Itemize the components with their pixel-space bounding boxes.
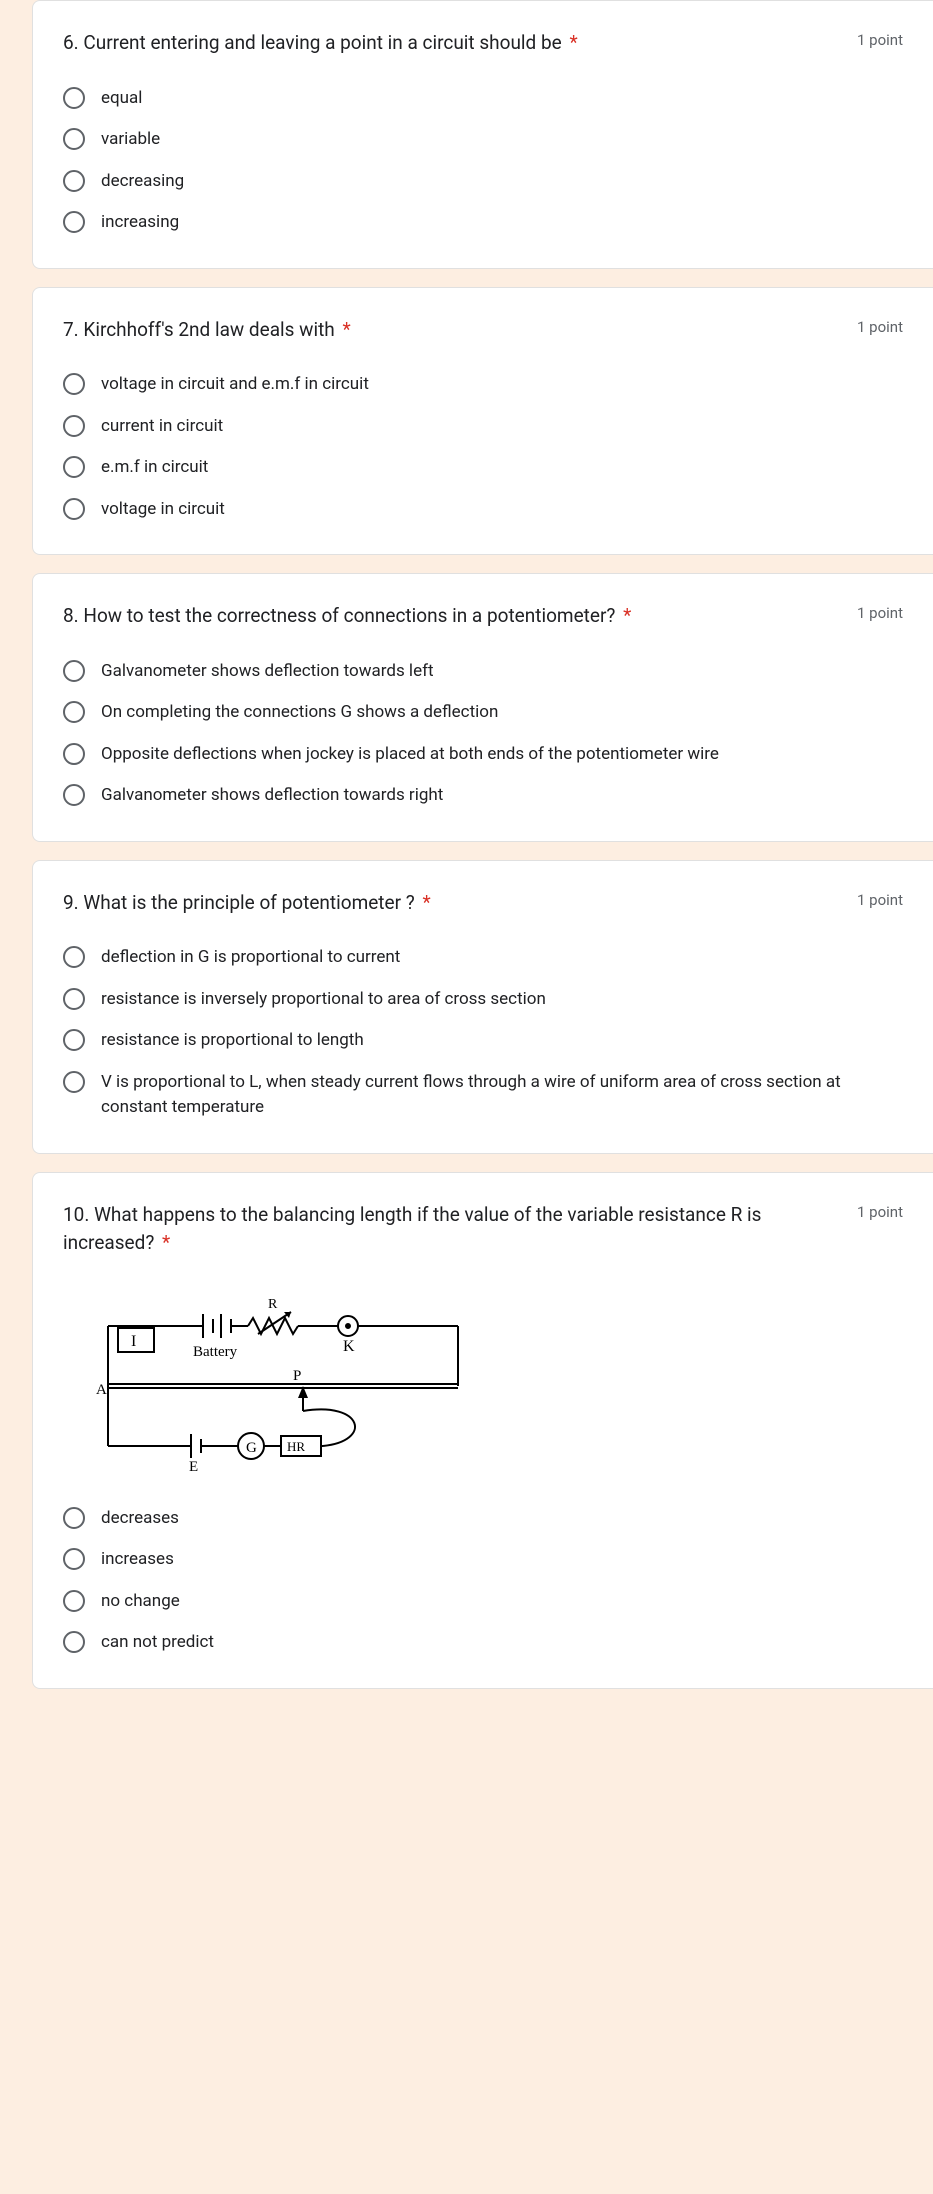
option-row[interactable]: Opposite deflections when jockey is plac… <box>63 742 903 768</box>
question-title: 6. Current entering and leaving a point … <box>63 29 837 58</box>
option-row[interactable]: variable <box>63 127 903 153</box>
option-label: resistance is proportional to length <box>101 1028 364 1054</box>
option-label: increases <box>101 1547 174 1573</box>
points-label: 1 point <box>857 29 903 49</box>
radio-button[interactable] <box>63 660 85 682</box>
option-row[interactable]: voltage in circuit and e.m.f in circuit <box>63 372 903 398</box>
option-row[interactable]: deflection in G is proportional to curre… <box>63 945 903 971</box>
required-mark: * <box>162 1231 170 1254</box>
option-row[interactable]: voltage in circuit <box>63 497 903 523</box>
option-label: voltage in circuit <box>101 497 225 523</box>
radio-button[interactable] <box>63 1071 85 1093</box>
radio-button[interactable] <box>63 170 85 192</box>
question-header: 9. What is the principle of potentiomete… <box>63 889 903 918</box>
option-row[interactable]: V is proportional to L, when steady curr… <box>63 1070 903 1121</box>
question-title: 8. How to test the correctness of connec… <box>63 602 837 631</box>
question-header: 10. What happens to the balancing length… <box>63 1201 903 1258</box>
option-label: e.m.f in circuit <box>101 455 208 481</box>
option-label: no change <box>101 1589 180 1615</box>
option-row[interactable]: e.m.f in circuit <box>63 455 903 481</box>
radio-button[interactable] <box>63 373 85 395</box>
option-row[interactable]: increasing <box>63 210 903 236</box>
radio-button[interactable] <box>63 1548 85 1570</box>
option-label: decreasing <box>101 169 184 195</box>
question-title: 7. Kirchhoff's 2nd law deals with * <box>63 316 837 345</box>
option-label: increasing <box>101 210 179 236</box>
points-label: 1 point <box>857 889 903 909</box>
option-row[interactable]: equal <box>63 86 903 112</box>
option-row[interactable]: increases <box>63 1547 903 1573</box>
potentiometer-diagram: BatteryRKABIPEGHR <box>63 1286 463 1476</box>
option-label: can not predict <box>101 1630 214 1656</box>
option-label: variable <box>101 127 160 153</box>
radio-button[interactable] <box>63 128 85 150</box>
option-label: V is proportional to L, when steady curr… <box>101 1070 903 1121</box>
radio-button[interactable] <box>63 456 85 478</box>
question-header: 6. Current entering and leaving a point … <box>63 29 903 58</box>
option-row[interactable]: no change <box>63 1589 903 1615</box>
option-label: equal <box>101 86 142 112</box>
option-row[interactable]: Galvanometer shows deflection towards le… <box>63 659 903 685</box>
radio-button[interactable] <box>63 415 85 437</box>
svg-text:R: R <box>268 1297 278 1312</box>
option-label: decreases <box>101 1506 179 1532</box>
points-label: 1 point <box>857 1201 903 1221</box>
question-card: 6. Current entering and leaving a point … <box>32 0 933 269</box>
radio-button[interactable] <box>63 784 85 806</box>
required-mark: * <box>569 31 577 54</box>
option-label: current in circuit <box>101 414 223 440</box>
svg-text:E: E <box>189 1459 198 1475</box>
svg-text:P: P <box>293 1368 301 1384</box>
option-row[interactable]: Galvanometer shows deflection towards ri… <box>63 783 903 809</box>
option-label: Galvanometer shows deflection towards ri… <box>101 783 443 809</box>
option-label: deflection in G is proportional to curre… <box>101 945 400 971</box>
svg-text:I: I <box>131 1333 136 1350</box>
option-label: resistance is inversely proportional to … <box>101 987 546 1013</box>
radio-button[interactable] <box>63 211 85 233</box>
radio-button[interactable] <box>63 988 85 1010</box>
option-row[interactable]: current in circuit <box>63 414 903 440</box>
question-diagram: BatteryRKABIPEGHR <box>63 1286 903 1480</box>
question-card: 10. What happens to the balancing length… <box>32 1172 933 1689</box>
option-row[interactable]: decreases <box>63 1506 903 1532</box>
radio-button[interactable] <box>63 743 85 765</box>
radio-button[interactable] <box>63 87 85 109</box>
question-card: 8. How to test the correctness of connec… <box>32 573 933 842</box>
required-mark: * <box>623 604 631 627</box>
svg-text:A: A <box>96 1382 107 1398</box>
question-header: 7. Kirchhoff's 2nd law deals with * 1 poi… <box>63 316 903 345</box>
option-row[interactable]: On completing the connections G shows a … <box>63 700 903 726</box>
option-label: voltage in circuit and e.m.f in circuit <box>101 372 369 398</box>
option-row[interactable]: resistance is proportional to length <box>63 1028 903 1054</box>
svg-text:HR: HR <box>287 1439 305 1454</box>
radio-button[interactable] <box>63 1029 85 1051</box>
option-label: Opposite deflections when jockey is plac… <box>101 742 719 768</box>
radio-button[interactable] <box>63 1507 85 1529</box>
question-title: 10. What happens to the balancing length… <box>63 1201 837 1258</box>
question-card: 7. Kirchhoff's 2nd law deals with * 1 poi… <box>32 287 933 556</box>
question-card: 9. What is the principle of potentiomete… <box>32 860 933 1154</box>
svg-text:Battery: Battery <box>193 1344 238 1360</box>
points-label: 1 point <box>857 602 903 622</box>
question-header: 8. How to test the correctness of connec… <box>63 602 903 631</box>
radio-button[interactable] <box>63 1631 85 1653</box>
option-row[interactable]: resistance is inversely proportional to … <box>63 987 903 1013</box>
svg-text:K: K <box>343 1338 355 1355</box>
radio-button[interactable] <box>63 1590 85 1612</box>
radio-button[interactable] <box>63 701 85 723</box>
required-mark: * <box>422 891 430 914</box>
option-row[interactable]: can not predict <box>63 1630 903 1656</box>
points-label: 1 point <box>857 316 903 336</box>
question-title: 9. What is the principle of potentiomete… <box>63 889 837 918</box>
option-label: Galvanometer shows deflection towards le… <box>101 659 434 685</box>
radio-button[interactable] <box>63 498 85 520</box>
option-label: On completing the connections G shows a … <box>101 700 498 726</box>
required-mark: * <box>342 318 350 341</box>
radio-button[interactable] <box>63 946 85 968</box>
svg-text:G: G <box>246 1440 257 1456</box>
option-row[interactable]: decreasing <box>63 169 903 195</box>
